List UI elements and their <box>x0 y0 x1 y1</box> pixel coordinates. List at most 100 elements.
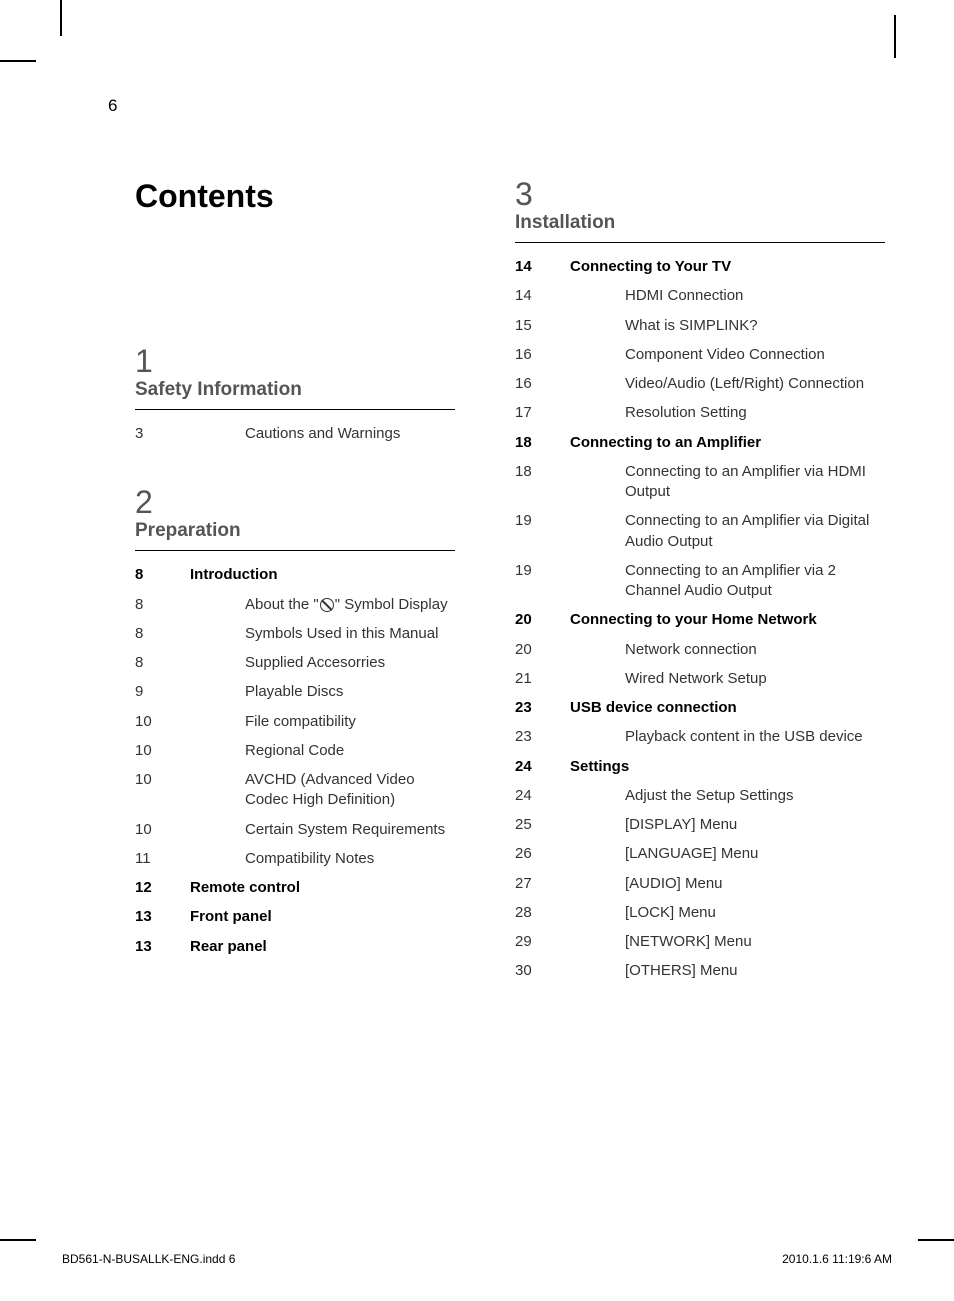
section-number: 2 <box>135 486 455 518</box>
toc-text: Connecting to an Amplifier <box>570 433 885 453</box>
toc-entry: 19Connecting to an Amplifier via 2 Chann… <box>515 561 885 602</box>
toc-text: Regional Code <box>190 741 455 761</box>
toc-text: Rear panel <box>190 937 455 957</box>
toc-page: 17 <box>515 403 570 423</box>
toc-entry: 21Wired Network Setup <box>515 669 885 689</box>
toc-entry: 20Network connection <box>515 640 885 660</box>
toc-text: Adjust the Setup Settings <box>570 786 885 806</box>
crop-mark <box>0 1239 36 1241</box>
footer-file: BD561-N-BUSALLK-ENG.indd 6 <box>62 1252 235 1266</box>
toc-entry: 10Certain System Requirements <box>135 820 455 840</box>
toc-page: 20 <box>515 610 570 630</box>
section-2: 2 Preparation 8Introduction8About the ""… <box>135 486 455 957</box>
toc-text: Connecting to an Amplifier via HDMI Outp… <box>570 462 885 503</box>
toc-page: 24 <box>515 757 570 777</box>
toc-page: 23 <box>515 727 570 747</box>
toc-page: 12 <box>135 878 190 898</box>
footer: BD561-N-BUSALLK-ENG.indd 6 2010.1.6 11:1… <box>62 1252 892 1266</box>
toc-text: Resolution Setting <box>570 403 885 423</box>
toc-entry: 10AVCHD (Advanced Video Codec High Defin… <box>135 770 455 811</box>
content-area: Contents 1 Safety Information 3Cautions … <box>135 178 885 1024</box>
toc-text: HDMI Connection <box>570 286 885 306</box>
crop-mark <box>918 1239 954 1241</box>
toc-text: USB device connection <box>570 698 885 718</box>
toc-text: Certain System Requirements <box>190 820 455 840</box>
toc-entry: 30[OTHERS] Menu <box>515 961 885 981</box>
toc-text: Supplied Accesorries <box>190 653 455 673</box>
section-title: Safety Information <box>135 379 455 410</box>
section-number: 3 <box>515 178 885 210</box>
toc-entry: 16Component Video Connection <box>515 345 885 365</box>
toc-entry: 29[NETWORK] Menu <box>515 932 885 952</box>
toc-text: AVCHD (Advanced Video Codec High Definit… <box>190 770 455 811</box>
toc-entry: 24Settings <box>515 757 885 777</box>
toc-page: 10 <box>135 712 190 732</box>
main-title: Contents <box>135 178 455 215</box>
crop-mark <box>60 0 62 36</box>
toc-text: Wired Network Setup <box>570 669 885 689</box>
toc-text: Playback content in the USB device <box>570 727 885 747</box>
toc-text: Settings <box>570 757 885 777</box>
toc-entry: 16Video/Audio (Left/Right) Connection <box>515 374 885 394</box>
toc-entry: 27[AUDIO] Menu <box>515 874 885 894</box>
toc-text: About the "" Symbol Display <box>190 595 455 615</box>
left-column: Contents 1 Safety Information 3Cautions … <box>135 178 455 1024</box>
toc-text: Playable Discs <box>190 682 455 702</box>
section-1: 1 Safety Information 3Cautions and Warni… <box>135 345 455 444</box>
toc-text: Remote control <box>190 878 455 898</box>
toc-page: 8 <box>135 595 190 615</box>
toc-page: 29 <box>515 932 570 952</box>
toc-page: 18 <box>515 433 570 453</box>
toc-entry: 9Playable Discs <box>135 682 455 702</box>
toc-text: Connecting to an Amplifier via 2 Channel… <box>570 561 885 602</box>
toc-entry: 26[LANGUAGE] Menu <box>515 844 885 864</box>
toc-entry: 19Connecting to an Amplifier via Digital… <box>515 511 885 552</box>
section-title: Installation <box>515 212 885 243</box>
toc-entry: 24Adjust the Setup Settings <box>515 786 885 806</box>
toc-text: [OTHERS] Menu <box>570 961 885 981</box>
toc-page: 14 <box>515 286 570 306</box>
toc-page: 13 <box>135 937 190 957</box>
crop-mark <box>894 15 896 58</box>
footer-timestamp: 2010.1.6 11:19:6 AM <box>782 1252 892 1266</box>
toc-text: Connecting to an Amplifier via Digital A… <box>570 511 885 552</box>
toc-text: Network connection <box>570 640 885 660</box>
toc-entry: 8About the "" Symbol Display <box>135 595 455 615</box>
toc-entry: 10File compatibility <box>135 712 455 732</box>
toc-entry: 8Supplied Accesorries <box>135 653 455 673</box>
toc-page: 20 <box>515 640 570 660</box>
toc-page: 19 <box>515 561 570 581</box>
toc-text: [LOCK] Menu <box>570 903 885 923</box>
toc-page: 21 <box>515 669 570 689</box>
toc-page: 25 <box>515 815 570 835</box>
toc-page: 11 <box>135 849 190 869</box>
no-symbol-icon <box>320 598 334 612</box>
toc-entry: 8Introduction <box>135 565 455 585</box>
toc-entry: 18Connecting to an Amplifier <box>515 433 885 453</box>
toc-text: Introduction <box>190 565 455 585</box>
toc-text: Front panel <box>190 907 455 927</box>
toc-page: 3 <box>135 424 190 444</box>
section-title: Preparation <box>135 520 455 551</box>
toc-text: Video/Audio (Left/Right) Connection <box>570 374 885 394</box>
toc-entry: 12Remote control <box>135 878 455 898</box>
toc-entry: 18Connecting to an Amplifier via HDMI Ou… <box>515 462 885 503</box>
toc-page: 8 <box>135 653 190 673</box>
toc-page: 30 <box>515 961 570 981</box>
toc-text: [LANGUAGE] Menu <box>570 844 885 864</box>
toc-page: 16 <box>515 345 570 365</box>
toc-text: [AUDIO] Menu <box>570 874 885 894</box>
toc-page: 10 <box>135 741 190 761</box>
toc-entry: 10Regional Code <box>135 741 455 761</box>
toc-text: Cautions and Warnings <box>190 424 455 444</box>
toc-page: 10 <box>135 820 190 840</box>
toc-text: [NETWORK] Menu <box>570 932 885 952</box>
toc-text: [DISPLAY] Menu <box>570 815 885 835</box>
toc-text: Connecting to Your TV <box>570 257 885 277</box>
toc-text: Component Video Connection <box>570 345 885 365</box>
toc-page: 8 <box>135 565 190 585</box>
toc-page: 23 <box>515 698 570 718</box>
toc-entry: 23USB device connection <box>515 698 885 718</box>
toc-page: 16 <box>515 374 570 394</box>
right-column: 3 Installation 14Connecting to Your TV14… <box>515 178 885 1024</box>
